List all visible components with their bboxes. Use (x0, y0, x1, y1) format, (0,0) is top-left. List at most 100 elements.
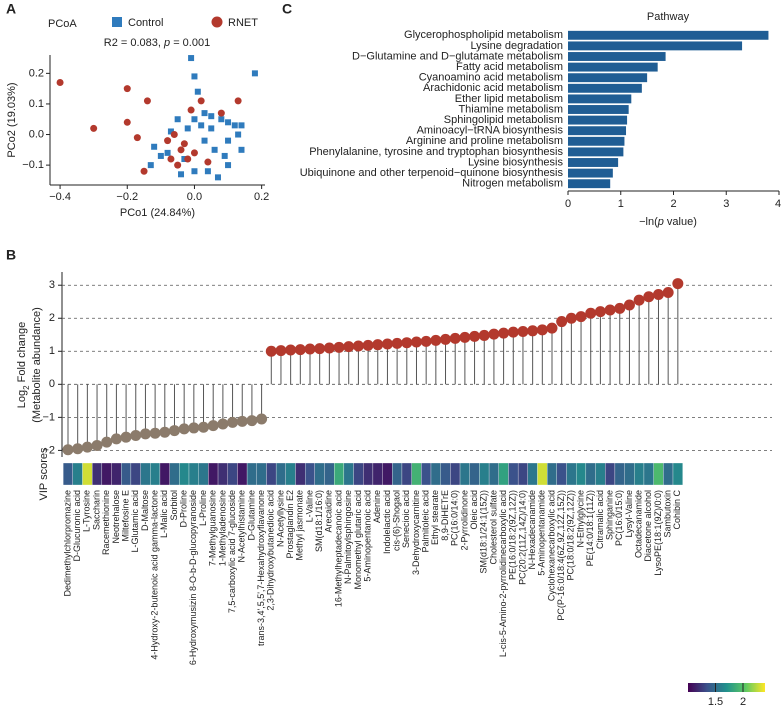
lollipop-dot (168, 425, 180, 437)
point (225, 162, 232, 169)
lollipop-dot (565, 312, 577, 324)
point (190, 149, 198, 157)
heat-cell (285, 462, 296, 486)
heat-cell (498, 462, 509, 486)
x-tick-label: Cholesterol sulfate (488, 490, 498, 565)
lollipop-dot (246, 415, 258, 427)
x-tick-label: cis-(6)-Shogaol (391, 490, 401, 551)
point (180, 140, 188, 148)
y-tick-label: 0 (49, 378, 55, 390)
heat-cell (314, 462, 325, 486)
bar (568, 126, 627, 136)
heat-cell (237, 462, 248, 486)
heat-cell (101, 462, 112, 486)
heat-cell (576, 462, 587, 486)
colorbar-tick-label: 2 (740, 696, 746, 708)
x-tick-label: PC(20:2(11Z,14Z)/14:0) (517, 490, 527, 585)
x-tick-label: PC(P-16:0/18:4(6Z,9Z,12Z,15Z)) (556, 490, 566, 621)
lollipop-dot (536, 324, 548, 336)
x-tick-label: PC(16:0/14:0) (450, 490, 460, 546)
heat-cell (527, 462, 538, 486)
x-tick-label: SM(d18:1/24:1(15Z)) (479, 490, 489, 574)
heat-cell (566, 462, 577, 486)
x-tick-label: 3-Dehydroxycarnitine (411, 490, 421, 575)
lollipop-dot (343, 341, 355, 353)
lollipop-dot (391, 337, 403, 349)
bar (568, 179, 611, 189)
y-tick-label: 0.0 (29, 128, 44, 140)
heat-cell (614, 462, 625, 486)
point (211, 146, 218, 153)
lollipop-dot (643, 291, 655, 303)
x-tick-label: Palmitoleic acid (421, 490, 431, 553)
bar (568, 52, 666, 61)
x-tick-label: 2-Pyrrolidinone (459, 490, 469, 551)
lollipop-dot (440, 333, 452, 345)
x-tick-label: −0.4 (49, 191, 71, 203)
y-axis-label: PCo2 (19.03%) (6, 82, 18, 157)
x-tick-label: PE(16:0/18:2(9Z,12Z)) (508, 490, 518, 580)
heat-cell (150, 462, 161, 486)
point (170, 131, 178, 139)
text-part: R2 = 0.083, (104, 37, 164, 49)
x-tick-label: Racemethionine (101, 490, 111, 555)
y-tick-label: Cyanoamino acid metabolism (419, 72, 563, 84)
lollipop-dot (449, 332, 461, 344)
point (191, 73, 198, 80)
heat-cell (188, 462, 199, 486)
point (225, 137, 232, 144)
chart-title: Pathway (647, 11, 690, 23)
heat-cell (363, 462, 374, 486)
y-tick-label: Lysine biosynthesis (468, 156, 563, 168)
x-tick-label: D-Glucuronic acid (72, 490, 82, 562)
point (167, 128, 174, 135)
heat-cell (401, 462, 412, 486)
text-part: −ln( (639, 216, 658, 228)
x-tick-label: PC(16:0/15:0) (614, 490, 624, 546)
point (164, 137, 172, 145)
bar (568, 94, 632, 104)
text-part: value) (664, 216, 697, 228)
lollipop-dot (517, 325, 529, 337)
text-part: 2 (22, 385, 31, 390)
bar (568, 41, 743, 51)
point (157, 152, 164, 159)
x-tick-label: −0.2 (116, 191, 138, 203)
heat-cell (343, 462, 354, 486)
lollipop-dot (575, 311, 587, 323)
lollipop-dot (256, 413, 268, 425)
x-tick-label: N-Acetyllysine (275, 490, 285, 547)
lollipop-dot (672, 278, 684, 290)
heat-cell (208, 462, 219, 486)
lollipop-dot (139, 428, 151, 440)
text-part: Fold change (16, 322, 28, 386)
point (174, 116, 181, 123)
x-tick-label: Cyclohexanecarboxylic acid (546, 490, 556, 601)
heat-cell (324, 462, 335, 486)
lollipop-dot (652, 288, 664, 300)
lollipop-dot (81, 441, 93, 453)
lollipop-dot (623, 299, 635, 311)
heat-cell (305, 462, 315, 486)
heat-cell (643, 462, 654, 486)
x-tick-label: Oleic acid (469, 490, 479, 530)
lollipop-dot (207, 420, 219, 432)
point (218, 116, 225, 123)
point (234, 97, 242, 105)
x-tick-label: 0 (565, 198, 571, 210)
heat-cell (411, 462, 422, 486)
x-tick-label: L-Glutamic acid (130, 490, 140, 553)
y-tick-label: D−Glutamine and D−glutamate metabolism (352, 50, 563, 62)
x-tick-label: D-Glutamine (246, 490, 256, 541)
point (184, 125, 191, 132)
lollipop-dot (333, 341, 345, 353)
x-tick-label: L-Tyrosine (82, 490, 92, 532)
y-tick-label: Sphingolipid metabolism (444, 114, 563, 126)
x-tick-label: Sambutoxin (663, 490, 673, 538)
lollipop-dot (507, 326, 519, 338)
y-tick-label: 0.1 (29, 98, 44, 110)
x-tick-label: D-Proline (179, 490, 189, 528)
lollipop-dot (285, 344, 297, 356)
bar (568, 147, 624, 157)
